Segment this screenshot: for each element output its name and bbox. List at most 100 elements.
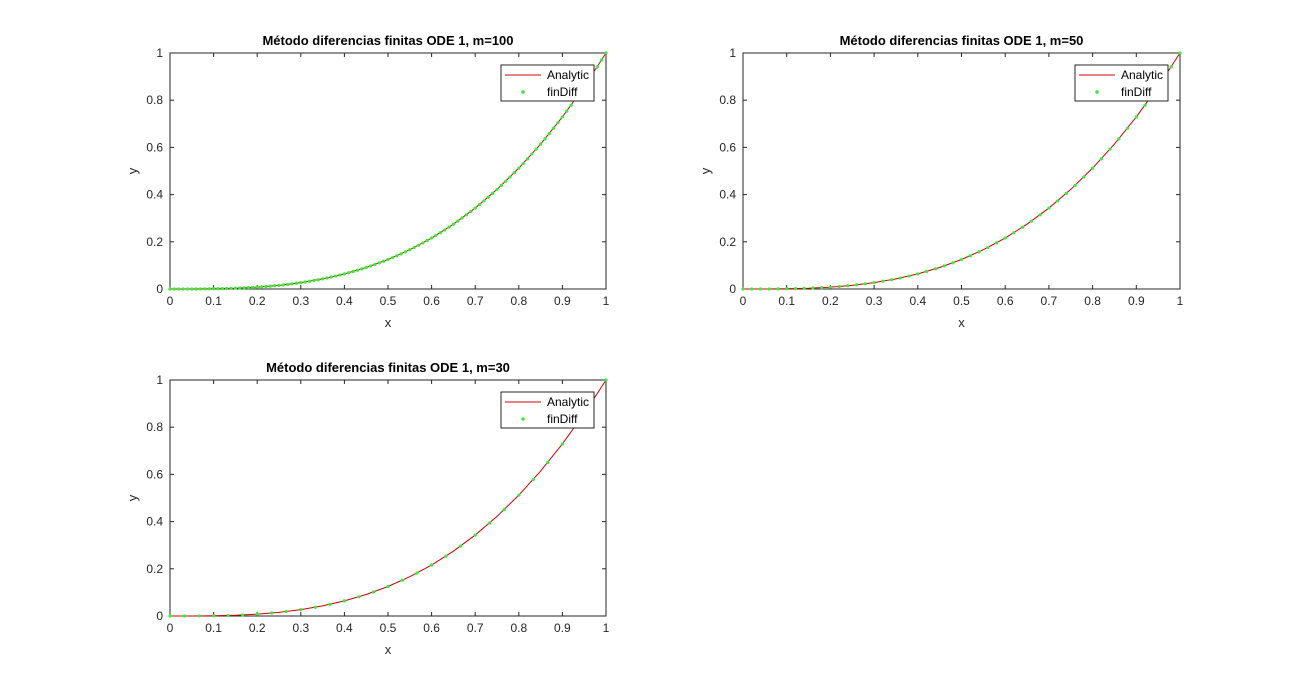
x-tick-label: 0.2 (249, 294, 266, 308)
x-tick-label: 0.4 (336, 621, 353, 635)
data-point-findiff (268, 284, 272, 288)
x-tick-label: 0 (167, 294, 174, 308)
data-point-findiff (604, 378, 608, 382)
x-tick-label: 0.8 (510, 621, 527, 635)
x-tick-label: 1 (603, 294, 610, 308)
data-point-findiff (898, 276, 902, 280)
legend-swatch-marker (1095, 90, 1099, 94)
legend-swatch-marker (521, 417, 525, 421)
data-point-findiff (907, 274, 911, 278)
data-point-findiff (225, 286, 229, 291)
chart-panel-3: 0 0.1 0.2 0.3 0.4 0.5 0.6 0.7 0.8 0.9 1 0 0.2 0.4 0.6 0… (125, 360, 610, 657)
x-tick-label: 1 (603, 621, 610, 635)
data-point-findiff (412, 245, 416, 250)
data-point-findiff (1143, 103, 1147, 107)
data-point-findiff (837, 284, 841, 289)
y-tick-label: 0.8 (146, 420, 163, 434)
legend-entry: finDiff (1121, 85, 1152, 99)
y-tick-label: 0.6 (719, 140, 736, 154)
chart-title: Método diferencias finitas ODE 1, m=30 (266, 360, 510, 375)
x-axis-label: x (958, 315, 965, 330)
data-point-findiff (294, 281, 299, 285)
data-point-findiff (329, 275, 333, 279)
data-point-findiff (793, 286, 798, 291)
data-point-findiff (1082, 175, 1086, 179)
data-point-findiff (299, 608, 303, 612)
data-point-findiff (1047, 206, 1051, 210)
data-point-findiff (531, 477, 535, 482)
y-tick-label: 0.6 (146, 467, 163, 481)
data-point-findiff (1012, 231, 1016, 235)
data-point-findiff (342, 599, 346, 603)
legend-entry: finDiff (547, 412, 578, 426)
data-point-findiff (521, 161, 525, 166)
data-point-findiff (443, 228, 447, 232)
data-point-findiff (364, 265, 368, 270)
data-point-findiff (403, 250, 408, 254)
x-tick-label: 0.4 (909, 294, 926, 308)
x-tick-label: 0.4 (336, 294, 353, 308)
data-point-findiff (977, 250, 981, 254)
data-point-findiff (565, 109, 569, 113)
data-point-findiff (1099, 157, 1103, 161)
x-tick-label: 0.5 (953, 294, 970, 308)
data-point-findiff (477, 202, 482, 207)
data-point-findiff (255, 612, 259, 616)
data-point-findiff (456, 219, 460, 223)
data-point-findiff (434, 233, 438, 238)
data-point-findiff (1064, 191, 1068, 195)
data-point-findiff (560, 442, 565, 446)
y-tick-label: 0.6 (146, 140, 163, 154)
y-tick-label: 0.8 (146, 93, 163, 107)
data-point-findiff (277, 283, 281, 287)
chart-title: Método diferencias finitas ODE 1, m=50 (840, 33, 1084, 48)
x-tick-label: 0 (740, 294, 747, 308)
data-point-findiff (855, 283, 859, 287)
data-point-findiff (459, 544, 463, 548)
data-point-findiff (312, 278, 316, 283)
data-point-findiff (1125, 126, 1130, 130)
data-point-findiff (203, 287, 207, 291)
data-point-findiff (373, 262, 377, 267)
data-point-findiff (447, 225, 451, 229)
x-tick-label: 0.8 (1084, 294, 1101, 308)
data-point-findiff (889, 278, 894, 282)
data-point-findiff (185, 287, 190, 291)
data-point-findiff (464, 213, 469, 217)
data-point-findiff (569, 103, 573, 107)
data-point-findiff (168, 614, 172, 618)
x-tick-label: 0.8 (510, 294, 527, 308)
x-tick-label: 0.1 (205, 621, 222, 635)
y-tick-label: 0 (729, 282, 736, 296)
y-tick-label: 0 (156, 282, 163, 296)
y-tick-label: 0.2 (719, 235, 736, 249)
data-point-findiff (512, 171, 517, 175)
data-point-findiff (846, 284, 850, 288)
data-point-findiff (342, 272, 346, 276)
data-point-findiff (321, 277, 325, 281)
data-point-findiff (499, 183, 503, 187)
y-tick-label: 1 (156, 46, 163, 60)
data-point-findiff (776, 287, 780, 291)
data-point-findiff (750, 287, 754, 291)
data-point-findiff (303, 280, 307, 284)
data-point-findiff (316, 278, 320, 282)
chart-panel-2: 0 0.1 0.2 0.3 0.4 0.5 0.6 0.7 0.8 0.9 1 0 0.2 0.4 0.6 0… (698, 33, 1184, 330)
data-point-findiff (264, 284, 268, 289)
data-point-findiff (517, 166, 521, 170)
data-point-findiff (212, 287, 216, 291)
data-point-findiff (421, 241, 425, 245)
x-axis-label: x (385, 315, 392, 330)
chart-panel-1: 0 0.1 0.2 0.3 0.4 0.5 0.6 0.7 0.8 0.9 1 0 0.2 0.4 0.6 0… (125, 33, 610, 330)
data-point-findiff (238, 286, 242, 290)
y-axis-label: y (125, 167, 140, 174)
y-tick-label: 0.2 (146, 235, 163, 249)
data-point-findiff (368, 264, 373, 268)
data-point-findiff (181, 287, 185, 291)
data-point-findiff (270, 611, 274, 615)
data-point-findiff (460, 216, 464, 220)
data-point-findiff (872, 281, 876, 285)
data-point-findiff (182, 614, 187, 618)
data-point-findiff (600, 58, 604, 62)
